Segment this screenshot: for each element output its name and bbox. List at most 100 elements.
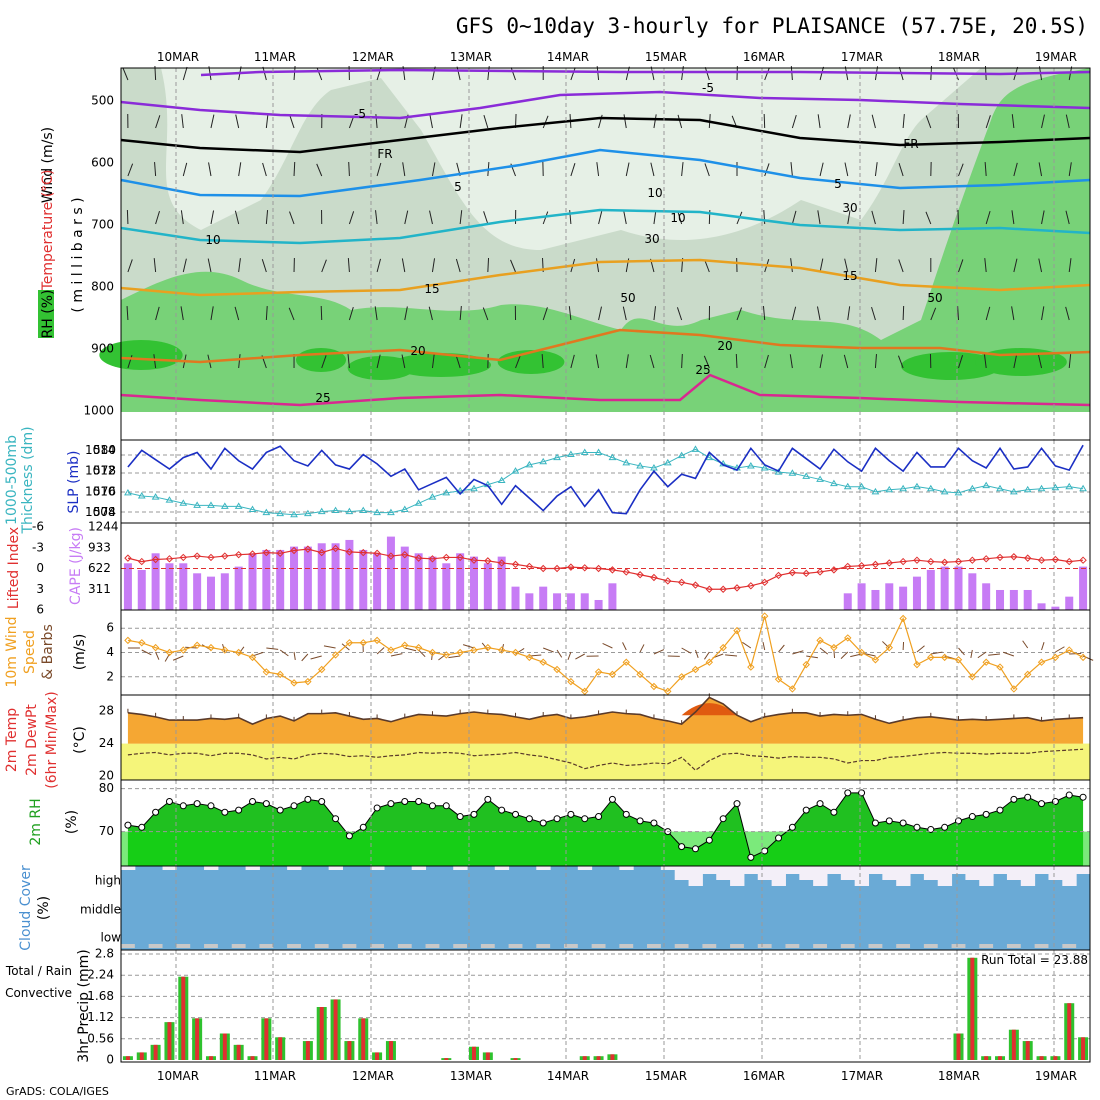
thickness-point — [567, 450, 575, 458]
thickness-point — [816, 475, 824, 482]
wind-speed-point — [885, 643, 893, 652]
wind-speed-point — [470, 646, 478, 654]
wind-speed-point — [1010, 685, 1018, 693]
wind-barb — [1065, 210, 1070, 225]
cloud-high-gap — [245, 866, 260, 870]
cape-bar — [982, 583, 991, 610]
wind-speed-point — [719, 643, 727, 652]
wind-barb — [623, 114, 627, 129]
date-label-bottom: 11MAR — [254, 1069, 296, 1083]
precip-convective-bar — [347, 1041, 352, 1060]
cape-bar — [151, 553, 160, 610]
wind-barb — [649, 354, 655, 369]
wind-barb — [401, 354, 406, 369]
rh-point — [733, 800, 741, 808]
wind-barb — [316, 163, 323, 177]
lifted-index-point — [442, 553, 451, 562]
cloud-low-gap — [785, 944, 800, 948]
wind-barb — [570, 163, 576, 177]
lifted-index-point — [691, 581, 700, 589]
wind-barb — [431, 162, 436, 177]
wind-speed-point — [193, 641, 201, 649]
pressure-tick-label: 700 — [91, 218, 114, 232]
precip-convective-bar — [278, 1037, 283, 1060]
wind-barb — [456, 66, 461, 81]
rh-point — [276, 806, 284, 814]
thickness-point — [553, 453, 561, 461]
lifted-index-point — [844, 562, 852, 571]
wind-barb — [736, 307, 743, 321]
lifted-index-point — [830, 566, 838, 574]
precip-tick-label: 1.12 — [87, 1010, 114, 1024]
thickness-point — [165, 496, 174, 503]
cloud-high-gap — [757, 866, 773, 880]
rh-point — [705, 836, 713, 844]
cape-bar — [899, 586, 908, 610]
cape-bar — [857, 583, 866, 610]
wind-barb — [1041, 210, 1045, 225]
wind-speed-point — [691, 665, 700, 674]
thickness-point — [373, 508, 381, 516]
rh-point — [954, 817, 962, 825]
contour-10 — [120, 208, 1091, 245]
wind-barb — [790, 162, 793, 177]
wind-barb — [930, 651, 943, 655]
cape-bar — [912, 576, 921, 610]
thickness-point — [802, 472, 811, 479]
wind-tick-label: 4 — [106, 645, 114, 659]
cape-bar — [276, 549, 285, 610]
precip-convective-bar — [222, 1033, 227, 1060]
cloud-high-gap — [716, 866, 731, 880]
temperature-fill — [127, 697, 1084, 744]
wind-barb — [704, 67, 710, 81]
wind-barb — [897, 355, 904, 369]
cape-bar — [1023, 589, 1032, 610]
thickness-line — [127, 448, 1084, 516]
wind-barb — [126, 210, 129, 225]
label-millibars: ( m i l l i b a r s ) — [70, 197, 86, 312]
wind-barb — [153, 354, 157, 369]
rh-point — [1079, 793, 1087, 801]
wind-barb — [347, 354, 350, 369]
rh-point — [207, 802, 215, 810]
contour-label: 50 — [927, 291, 942, 305]
thickness-point — [843, 482, 852, 490]
wind-barb — [850, 653, 862, 658]
wind-speed-point — [954, 656, 963, 664]
rh-point — [608, 795, 616, 803]
wind-speed-point — [248, 653, 257, 662]
precip-convective-bar — [361, 1018, 366, 1060]
wind-barb — [238, 258, 241, 273]
cape-bar — [303, 546, 312, 610]
precip-convective-bar — [444, 1058, 449, 1060]
thickness-point — [400, 505, 409, 513]
cloud-low-gap — [674, 944, 689, 948]
wind-barb — [401, 258, 406, 273]
wind-barb — [347, 258, 350, 273]
wind-barb — [790, 258, 793, 273]
wind-barb — [402, 66, 406, 81]
thickness-point — [414, 499, 423, 506]
wind-barb — [983, 354, 987, 369]
chart-title: GFS 0~10day 3-hourly for PLAISANCE (57.7… — [456, 14, 1088, 38]
cape-bar — [442, 563, 451, 610]
thickness-point — [885, 485, 894, 493]
cloud-low-gap — [370, 944, 385, 948]
rh-point — [913, 823, 921, 831]
cloud-low-gap — [425, 944, 440, 948]
wind-barb — [725, 654, 738, 657]
cape-bar — [456, 553, 465, 610]
wind-barb — [181, 114, 184, 129]
rh-point — [1065, 791, 1073, 799]
wind-barb — [833, 649, 836, 659]
wind-barb — [122, 67, 129, 81]
wind-barb — [431, 258, 436, 273]
wind-barb — [431, 651, 433, 661]
thickness-point — [830, 479, 838, 487]
lifted-index-point — [968, 556, 977, 564]
cloud-high-gap — [287, 866, 302, 870]
precip-convective-bar — [181, 976, 186, 1060]
cloud-high-gap — [577, 866, 593, 870]
thickness-point — [359, 506, 368, 514]
cloud-low-gap — [121, 944, 135, 948]
